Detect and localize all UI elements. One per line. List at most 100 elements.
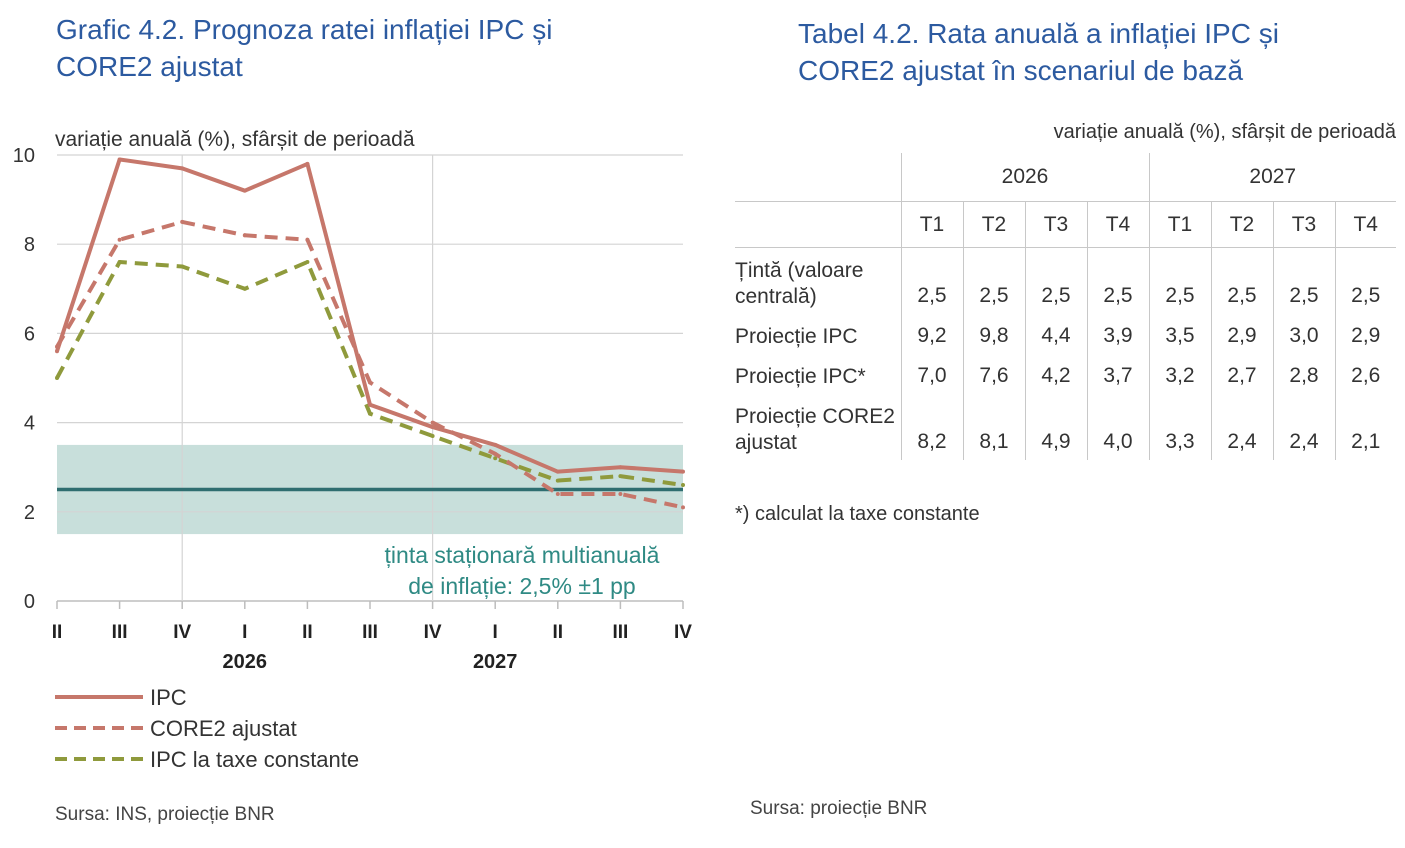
data-point [180, 264, 185, 269]
table-cell: 8,2 [900, 394, 963, 460]
table-cell: 3,7 [1086, 354, 1149, 394]
data-point [493, 456, 498, 461]
target-annotation-line-2: de inflație: 2,5% ±1 pp [408, 573, 635, 599]
table-cell: 9,8 [962, 314, 1025, 354]
data-point [681, 505, 685, 510]
table-cell: 2,5 [1148, 247, 1211, 314]
table-cell: 3,0 [1272, 314, 1335, 354]
data-point [368, 380, 372, 385]
data-point [681, 469, 685, 474]
chart-title-line-2: CORE2 ajustat [56, 51, 243, 82]
data-point [618, 491, 623, 496]
table-cell: 2,1 [1334, 394, 1396, 460]
y-tick-label: 4 [24, 413, 35, 435]
table-cell: 2,7 [1210, 354, 1273, 394]
table-year-header: 2027 [1148, 153, 1396, 202]
data-point [305, 161, 310, 166]
x-tick-label: II [553, 622, 564, 643]
table-cell: 2,5 [1086, 247, 1149, 314]
x-tick-label: III [612, 622, 628, 643]
data-point [555, 478, 560, 483]
data-point [555, 469, 560, 474]
data-point [555, 491, 560, 496]
x-tick-label: I [493, 622, 498, 643]
target-annotation-line-1: ținta staționară multianuală [385, 542, 660, 568]
data-point [430, 420, 435, 425]
x-tick-label: IV [424, 622, 442, 643]
table-cell: 2,6 [1334, 354, 1396, 394]
table-row-label: Proiecție CORE2 ajustat [735, 405, 895, 454]
table-cell: 4,0 [1086, 394, 1149, 460]
data-point [430, 433, 435, 438]
legend-label: IPC [150, 685, 187, 710]
data-point [117, 237, 122, 242]
table-cell: 3,9 [1086, 314, 1149, 354]
table-unit-label: variație anuală (%), sfârșit de perioadă [1053, 121, 1396, 143]
table-row: Proiecție IPC* 7,0 7,6 4,2 3,7 3,2 2,7 2,8 2,6 [735, 354, 1396, 394]
chart-title: Grafic 4.2. Prognoza ratei inflației IPC… [56, 11, 552, 85]
data-point [368, 402, 372, 407]
x-tick-label: I [242, 622, 247, 643]
table-cell: 4,4 [1024, 314, 1087, 354]
table-quarter-header: T1 [900, 201, 963, 248]
inflation-forecast-chart: variație anuală (%), sfârșit de perioadă… [13, 128, 693, 772]
table-row: Proiecție IPC 9,2 9,8 4,4 3,9 3,5 2,9 3,0 2,9 [735, 314, 1396, 354]
x-tick-label: III [362, 622, 378, 643]
chart-title-line-1: Grafic 4.2. Prognoza ratei inflației IPC… [56, 14, 553, 45]
data-point [242, 286, 247, 291]
y-tick-label: 2 [24, 502, 35, 524]
y-tick-label: 8 [24, 234, 35, 256]
data-point [242, 233, 247, 238]
x-year-label: 2026 [223, 651, 268, 673]
table-row: Țintă (valoare centrală) 2,5 2,5 2,5 2,5 2,5 2… [735, 247, 1396, 314]
x-tick-label: III [112, 622, 128, 643]
table-source: Sursa: proiecție BNR [750, 798, 928, 819]
table-corner-cell [735, 201, 901, 248]
inflation-table: 2026 2027 T1 T2 T3 T4 T1 T2 T3 T4 Țintă (valoare c… [735, 153, 1396, 460]
data-point [368, 411, 372, 416]
table-cell: 2,5 [1272, 247, 1335, 314]
table-cell: 2,5 [1024, 247, 1087, 314]
series-line-ipc [55, 157, 684, 474]
table-quarter-header: T2 [1210, 201, 1273, 248]
table-cell: 2,5 [1210, 247, 1273, 314]
table-quarter-header-row: T1 T2 T3 T4 T1 T2 T3 T4 [735, 201, 1396, 248]
table-cell: 7,0 [900, 354, 963, 394]
y-tick-label: 6 [24, 323, 35, 345]
table-cell: 3,2 [1148, 354, 1211, 394]
data-point [305, 237, 310, 242]
table-cell: 4,2 [1024, 354, 1087, 394]
y-tick-label: 0 [24, 591, 35, 613]
table-title: Tabel 4.2. Rata anuală a inflației IPC ș… [798, 15, 1279, 89]
table-cell: 2,9 [1210, 314, 1273, 354]
table-year-header-row: 2026 2027 [735, 153, 1396, 202]
table-cell: 2,5 [962, 247, 1025, 314]
table-cell: 2,5 [1334, 247, 1396, 314]
table-quarter-header: T4 [1086, 201, 1149, 248]
data-point [117, 157, 122, 162]
table-quarter-header: T1 [1148, 201, 1211, 248]
table-quarter-header: T3 [1024, 201, 1087, 248]
data-point [180, 219, 185, 224]
data-point [180, 166, 185, 171]
table-cell: 8,1 [962, 394, 1025, 460]
data-point [55, 376, 59, 380]
legend-label: IPC la taxe constante [150, 747, 359, 772]
data-point [681, 483, 685, 488]
table-title-line-2: CORE2 ajustat în scenariul de bază [798, 55, 1244, 86]
table-footnote: *) calculat la taxe constante [735, 503, 980, 525]
table-cell: 7,6 [962, 354, 1025, 394]
table-quarter-header: T4 [1334, 201, 1396, 248]
table-cell: 2,4 [1272, 394, 1335, 460]
data-point [305, 260, 310, 265]
chart-source: Sursa: INS, proiecție BNR [55, 804, 275, 825]
data-point [618, 465, 623, 470]
table-cell: 2,8 [1272, 354, 1335, 394]
table-year-header: 2026 [900, 153, 1149, 202]
x-tick-label: IV [173, 622, 191, 643]
table-cell: 4,9 [1024, 394, 1087, 460]
x-tick-label: II [302, 622, 313, 643]
data-point [117, 260, 122, 265]
table-quarter-header: T2 [962, 201, 1025, 248]
data-point [493, 451, 498, 456]
